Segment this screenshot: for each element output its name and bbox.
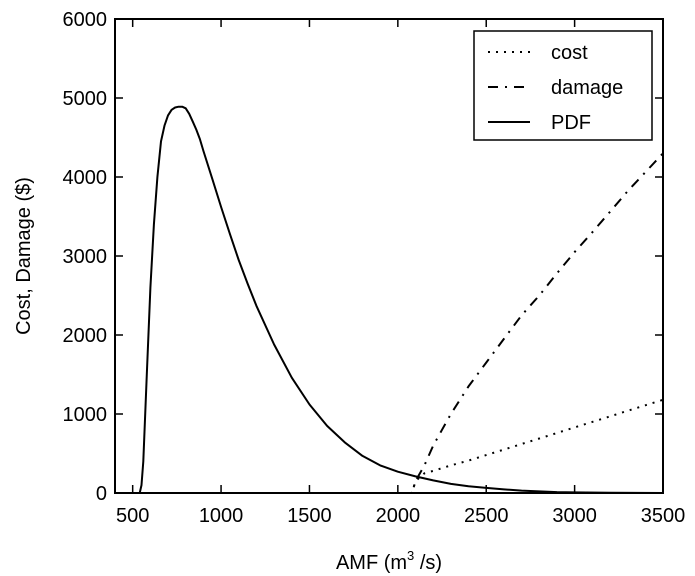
x-axis-title-tail: /s) — [414, 552, 442, 574]
legend-label-damage: damage — [551, 77, 623, 99]
legend-label-pdf: PDF — [551, 112, 591, 134]
legend: cost damage PDF — [473, 30, 653, 141]
y-tick-label: 6000 — [63, 9, 108, 31]
ticks-layer: 500 1000 1500 2000 2500 3000 3500 0 1000 2000 3000… — [63, 9, 686, 527]
legend-label-cost: cost — [551, 42, 588, 64]
series-line-damage — [115, 152, 664, 494]
x-tick-label: 2000 — [376, 505, 421, 527]
x-axis-title-main: AMF (m — [336, 552, 407, 574]
x-tick-label: 3500 — [641, 505, 686, 527]
x-axis-title: AMF (m3 /s) — [336, 548, 442, 574]
x-tick-label: 3000 — [552, 505, 597, 527]
y-tick-label: 1000 — [63, 404, 108, 426]
x-tick-label: 2500 — [464, 505, 509, 527]
x-tick-label: 1000 — [199, 505, 244, 527]
y-tick-label: 3000 — [63, 246, 108, 268]
y-tick-label: 0 — [96, 483, 107, 505]
y-tick-label: 2000 — [63, 325, 108, 347]
series-layer — [115, 105, 664, 494]
y-tick-label: 4000 — [63, 167, 108, 189]
y-tick-label: 5000 — [63, 88, 108, 110]
series-line-pdf — [115, 105, 664, 494]
x-axis-title-sup: 3 — [407, 548, 414, 563]
x-tick-label: 500 — [116, 505, 149, 527]
x-tick-label: 1500 — [287, 505, 332, 527]
y-axis-title: Cost, Damage ($) — [13, 177, 35, 335]
